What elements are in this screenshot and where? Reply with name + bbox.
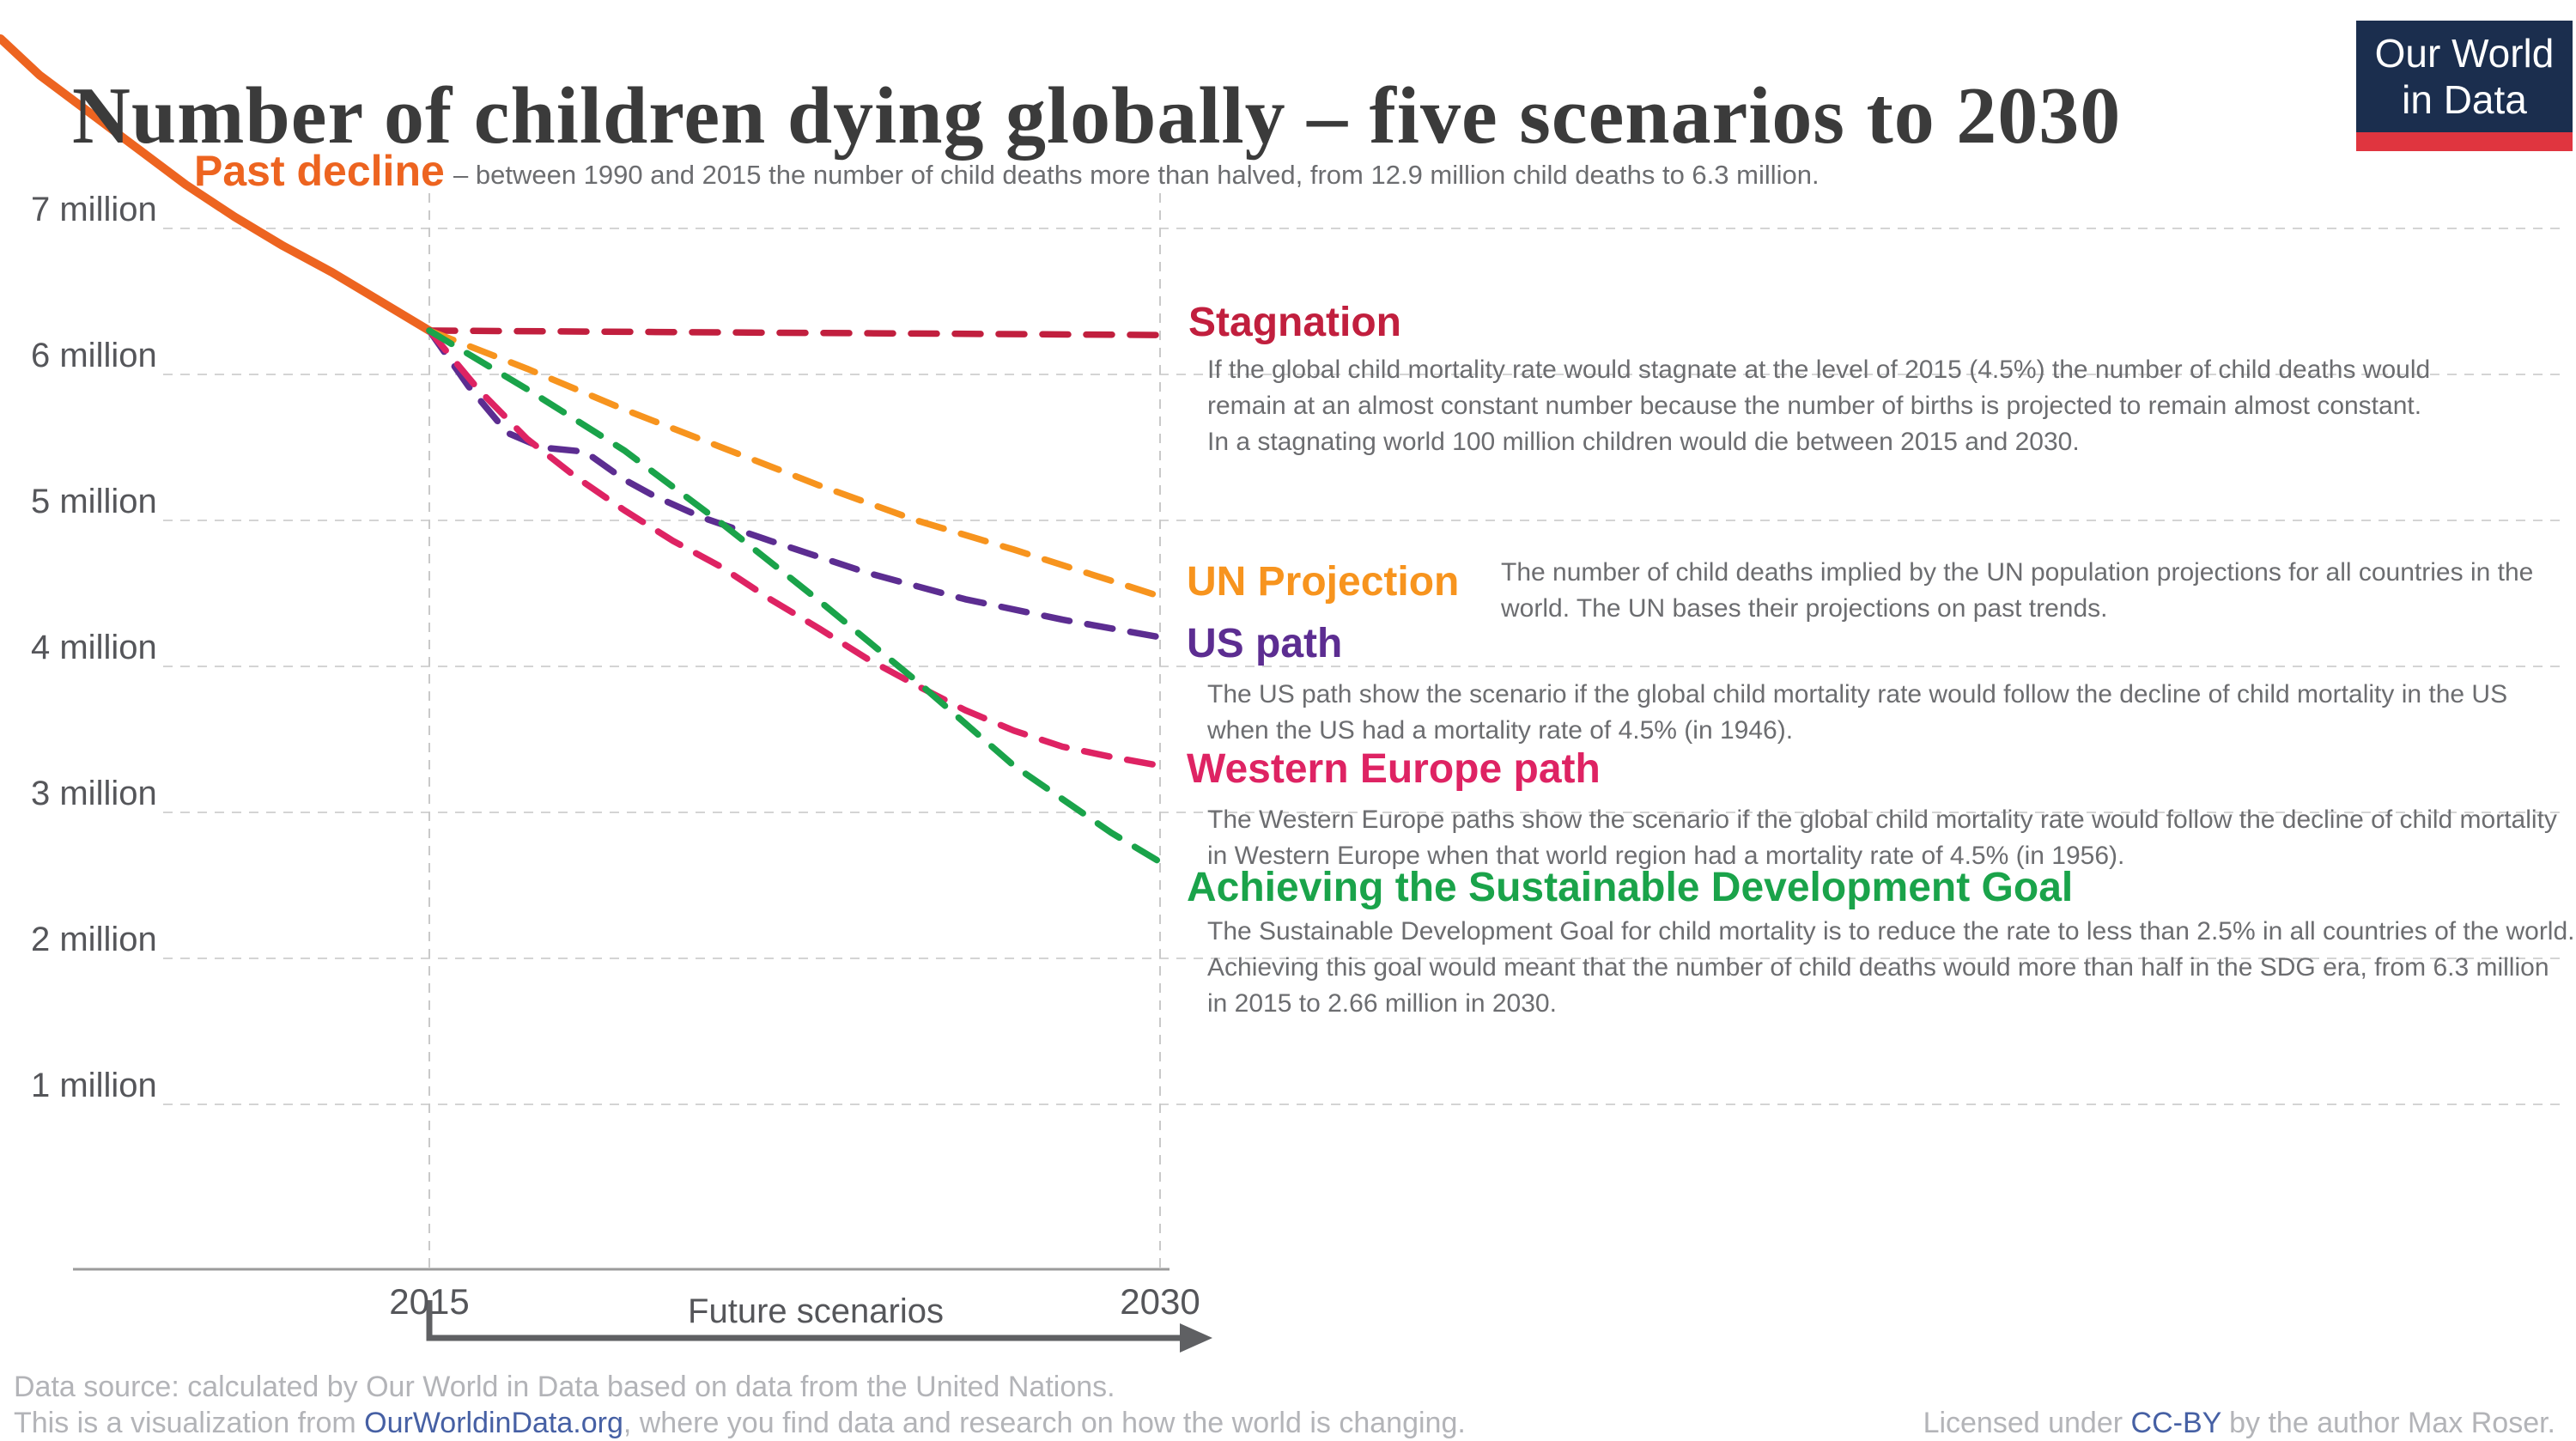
chart-title: Number of children dying globally – five… (72, 70, 2122, 161)
scenario-body-sdg: The Sustainable Development Goal for chi… (1207, 917, 2575, 1018)
past-decline-description: – between 1990 and 2015 the number of ch… (453, 160, 1820, 190)
series-line-past-decline (0, 34, 434, 335)
visualization-note: This is a visualization from OurWorldinD… (14, 1407, 1466, 1440)
series-line-achieving-the-sustainable-development-goal (426, 327, 1163, 866)
series-line-stagnation (426, 327, 1163, 338)
y-tick-1m: 1 million (31, 1067, 157, 1104)
future-scenarios-arrowhead (1180, 1323, 1212, 1353)
x-tick-2030: 2030 (1120, 1281, 1200, 1322)
future-scenarios-arrow (426, 1300, 1180, 1341)
license-suffix: by the author Max Roser. (2221, 1407, 2555, 1439)
y-tick-5m: 5 million (31, 483, 157, 520)
y-tick-4m: 4 million (31, 629, 157, 666)
series-line-un-projection (426, 327, 1163, 600)
scenario-heading-sdg: Achieving the Sustainable Development Go… (1187, 865, 2074, 910)
owid-logo-line2: in Data (2402, 77, 2527, 122)
license-note: Licensed under CC-BY by the author Max R… (1923, 1407, 2555, 1440)
data-source-text: Data source: calculated by Our World in … (14, 1371, 1115, 1403)
viz-suffix: , where you find data and research on ho… (623, 1407, 1466, 1439)
scenario-heading-us-path: US path (1187, 621, 1343, 666)
scenario-body-western-europe-path: The Western Europe paths show the scenar… (1207, 806, 2557, 870)
past-decline-label: Past decline (194, 147, 445, 195)
scenario-heading-stagnation: Stagnation (1188, 300, 1401, 345)
scenario-body-us-path: The US path show the scenario if the glo… (1207, 680, 2508, 745)
y-tick-7m: 7 million (31, 191, 157, 228)
scenario-heading-un-projection: UN Projection (1187, 559, 1460, 605)
y-tick-6m: 6 million (31, 337, 157, 374)
x-axis-label: Future scenarios (688, 1292, 944, 1330)
y-tick-2m: 2 million (31, 921, 157, 958)
owid-logo-stripe (2356, 132, 2573, 151)
x-tick-2015: 2015 (389, 1281, 470, 1322)
cc-by-link[interactable]: CC-BY (2130, 1407, 2221, 1439)
scenario-heading-western-europe-path: Western Europe path (1187, 746, 1601, 792)
scenario-body-un-projection: The number of child deaths implied by th… (1501, 558, 2534, 623)
scenario-body-stagnation: If the global child mortality rate would… (1207, 356, 2431, 456)
series-line-western-europe-path (426, 327, 1163, 769)
owid-link[interactable]: OurWorldinData.org (364, 1407, 623, 1439)
owid-logo-line1: Our World (2374, 31, 2555, 76)
license-prefix: Licensed under (1923, 1407, 2131, 1439)
viz-prefix: This is a visualization from (14, 1407, 365, 1439)
series-line-us-path (426, 327, 1163, 641)
y-tick-3m: 3 million (31, 775, 157, 812)
data-source-note: Data source: calculated by Our World in … (14, 1371, 1115, 1404)
owid-logo: Our World in Data (2356, 21, 2573, 151)
